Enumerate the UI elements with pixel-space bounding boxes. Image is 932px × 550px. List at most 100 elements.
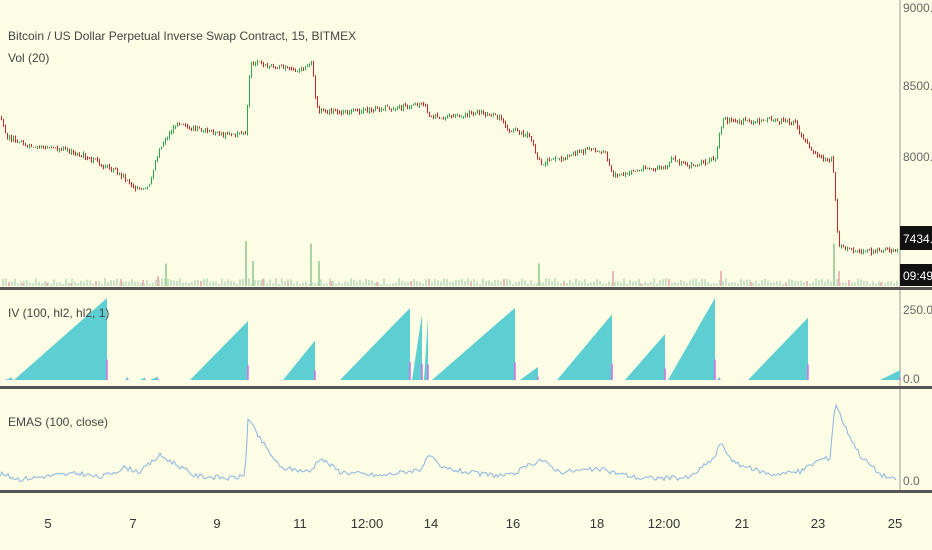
volume-bar: [83, 281, 85, 286]
volume-bar: [806, 281, 808, 286]
volume-bar: [110, 280, 112, 286]
volume-bar: [794, 281, 796, 286]
volume-bar: [194, 280, 196, 286]
volume-bar: [86, 279, 88, 286]
volume-bar: [563, 282, 565, 286]
volume-bar: [587, 283, 589, 286]
volume-bar: [185, 282, 187, 286]
volume-bar: [653, 278, 655, 286]
volume-bar: [305, 281, 307, 286]
price-tick-8000: 8000.0: [903, 150, 932, 164]
volume-bar: [330, 281, 332, 286]
volume-bar: [551, 281, 553, 286]
volume-bar: [290, 279, 292, 286]
volume-bar: [440, 281, 442, 286]
volume-bar: [74, 281, 76, 286]
volume-bar: [554, 278, 556, 286]
volume-bar: [368, 279, 370, 286]
volume-bar: [287, 282, 289, 286]
volume-bar: [683, 281, 685, 286]
pane-separator-2[interactable]: [0, 386, 932, 389]
volume-bar: [376, 282, 378, 286]
volume-bar: [224, 281, 226, 286]
volume-bar: [131, 279, 133, 286]
volume-bar: [152, 282, 154, 286]
volume-bar: [838, 271, 840, 286]
volume-bar: [707, 281, 709, 286]
volume-bar: [620, 282, 622, 286]
volume-bar: [281, 278, 283, 286]
volume-bar: [266, 282, 268, 286]
volume-bar: [215, 281, 217, 286]
volume-bar: [70, 283, 72, 286]
volume-bar: [431, 281, 433, 286]
volume-bar: [569, 279, 571, 286]
volume-bar: [62, 283, 64, 286]
volume-bar: [773, 282, 775, 286]
volume-bar: [893, 283, 895, 286]
volume-bar: [341, 283, 343, 286]
volume-bar: [455, 280, 457, 286]
time-tick-label: 16: [506, 516, 520, 531]
volume-bar: [536, 283, 538, 286]
volume-bar: [142, 280, 144, 286]
time-tick-label: 21: [735, 516, 749, 531]
price-pane[interactable]: [0, 0, 900, 288]
volume-bar: [29, 282, 31, 286]
volume-bar: [404, 281, 406, 286]
volume-indicator-label[interactable]: Vol (20): [8, 51, 49, 65]
volume-bar: [608, 281, 610, 286]
time-tick-label: 25: [888, 516, 902, 531]
iv-indicator-label[interactable]: IV (100, hl2, hl2, 1): [8, 306, 109, 320]
volume-bar: [128, 281, 130, 286]
volume-bar: [310, 243, 312, 286]
volume-bar: [2, 278, 4, 286]
volume-bar: [764, 278, 766, 286]
volume-bar: [473, 279, 475, 286]
iv-ramp: [625, 334, 665, 380]
volume-bar: [134, 281, 136, 286]
emas-pane[interactable]: [0, 390, 900, 490]
volume-bar: [821, 278, 823, 286]
emas-line: [0, 403, 897, 483]
volume-bar: [77, 282, 79, 286]
volume-bar: [482, 278, 484, 286]
volume-bar: [182, 282, 184, 286]
time-axis[interactable]: 5 7 9 11 12:00 14 16 18 12:00 21 23 25: [44, 516, 902, 531]
volume-bar: [308, 283, 310, 286]
volume-bar: [740, 278, 742, 286]
volume-bar: [278, 283, 280, 286]
volume-bar: [632, 281, 634, 286]
volume-bar: [443, 278, 445, 286]
volume-bar: [344, 281, 346, 286]
volume-bar: [560, 283, 562, 286]
emas-indicator-label[interactable]: EMAS (100, close): [8, 415, 108, 429]
volume-bar: [227, 279, 229, 286]
volume-bar: [68, 282, 70, 286]
volume-bar: [665, 278, 667, 286]
volume-bar: [623, 278, 625, 286]
volume-bar: [578, 280, 580, 286]
volume-bar: [380, 283, 382, 286]
volume-bar: [446, 278, 448, 286]
price-tick-9000: 9000.0: [903, 1, 932, 15]
volume-bar: [318, 261, 320, 286]
volume-bar: [419, 281, 421, 286]
time-tick-label: 14: [424, 516, 438, 531]
volume-bar: [359, 279, 361, 286]
volume-bar: [449, 281, 451, 286]
volume-bar: [188, 283, 190, 286]
volume-bar: [395, 282, 397, 286]
volume-bar: [767, 280, 769, 286]
volume-bar: [803, 281, 805, 286]
volume-bar: [824, 281, 826, 286]
volume-bar: [5, 278, 7, 286]
volume-bar: [866, 281, 868, 286]
volume-bar: [872, 281, 874, 286]
iv-ramp: [557, 314, 612, 380]
volume-bar: [755, 280, 757, 286]
pane-separator-1[interactable]: [0, 287, 932, 290]
volume-bar: [720, 271, 722, 286]
volume-bar: [590, 282, 592, 286]
